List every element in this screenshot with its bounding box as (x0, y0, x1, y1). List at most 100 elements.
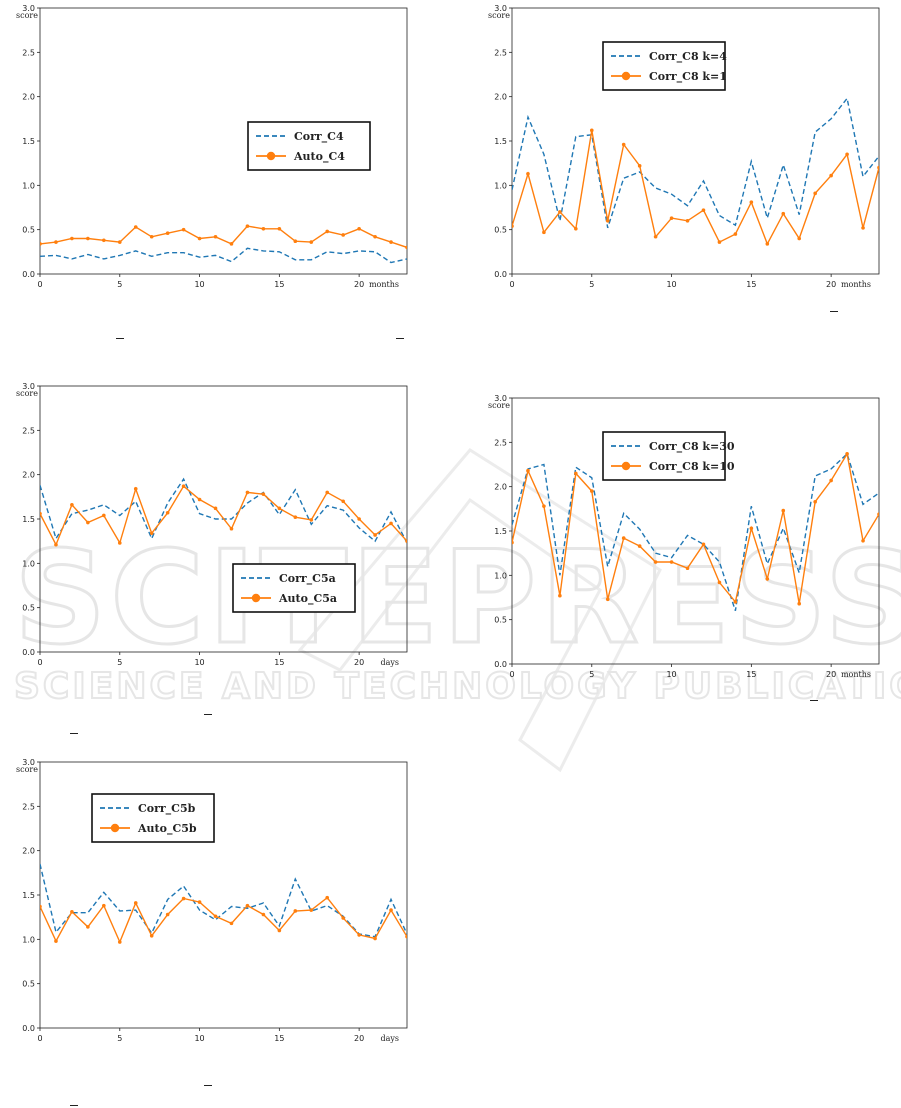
series-line-Corr_C8 k=30 (512, 452, 879, 612)
data-point (245, 490, 250, 495)
legend-label: Corr_C8 k=1 (649, 70, 727, 84)
legend: Corr_C5b Auto_C5b (91, 793, 215, 843)
data-point (102, 238, 106, 243)
caption-fragment (830, 311, 838, 312)
data-point (86, 236, 90, 241)
y-tick-label: 3.0 (22, 758, 35, 767)
data-point (512, 540, 514, 545)
data-point (261, 226, 266, 231)
data-point (117, 240, 122, 244)
data-point (293, 515, 298, 520)
x-tick-label: 0 (37, 1034, 42, 1043)
y-tick-label: 2.5 (22, 426, 35, 435)
x-tick-label: 20 (354, 280, 364, 289)
legend-marker (251, 593, 261, 603)
series-group (40, 224, 407, 264)
data-point (341, 233, 345, 237)
y-tick-label: 2.0 (494, 483, 507, 492)
x-tick-label: 5 (117, 658, 122, 667)
x-tick-label: 10 (194, 280, 204, 289)
x-axis-label: days (380, 1034, 399, 1043)
y-axis-label: score (16, 11, 38, 20)
data-point (621, 536, 626, 540)
data-point (54, 542, 58, 547)
chart-svg: 0.0 0.5 1.0 1.5 2.0 2.5 3.0 0 5 10 15 20 score days Co… (16, 758, 408, 1043)
x-tick-label: 15 (274, 280, 284, 289)
data-point (605, 597, 610, 602)
y-tick-label: 1.5 (22, 515, 35, 524)
data-point (373, 533, 377, 537)
y-axis-label: score (488, 401, 510, 410)
data-point (574, 471, 578, 476)
legend-label: Auto_C5b (137, 822, 197, 836)
x-tick-label: 10 (194, 1034, 204, 1043)
x-axis-label: months (841, 670, 871, 679)
legend-label: Corr_C4 (294, 130, 344, 144)
caption-fragment (204, 714, 212, 715)
series-group (40, 863, 407, 944)
data-point (341, 916, 345, 920)
y-tick-label: 1.0 (22, 181, 35, 190)
y-tick-label: 0.5 (22, 226, 35, 235)
data-point (293, 239, 298, 243)
data-point (229, 526, 234, 531)
chart-c8-k4-k1: 0.0 0.5 1.0 1.5 2.0 2.5 3.0 0 5 10 15 20 score months… (486, 4, 886, 294)
data-point (277, 928, 282, 933)
series-line-Corr_C8 k=10 (512, 451, 879, 604)
x-tick-label: 5 (589, 670, 594, 679)
y-tick-label: 1.5 (494, 137, 507, 146)
data-point (861, 538, 865, 543)
data-point (40, 511, 42, 516)
x-tick-label: 0 (509, 670, 514, 679)
x-tick-label: 20 (826, 280, 836, 289)
data-point (637, 544, 642, 548)
data-point (165, 912, 170, 917)
legend-marker (110, 823, 120, 833)
x-tick-label: 15 (274, 1034, 284, 1043)
data-point (733, 232, 738, 236)
x-tick-label: 15 (746, 280, 756, 289)
legend-box (602, 41, 726, 91)
caption-fragment (116, 338, 124, 339)
series-line-Corr_C5b (40, 863, 407, 938)
y-tick-label: 2.0 (22, 93, 35, 102)
x-tick-label: 15 (746, 670, 756, 679)
y-axis-label: score (16, 389, 38, 398)
x-axis-label: months (841, 280, 871, 289)
data-point (653, 560, 658, 564)
data-point (829, 173, 833, 178)
data-point (102, 513, 106, 518)
y-tick-label: 0.5 (22, 604, 35, 613)
legend-marker (621, 71, 631, 81)
data-point (669, 216, 674, 220)
data-point (86, 925, 90, 929)
legend: Corr_C8 k=4 Corr_C8 k=1 (602, 41, 727, 91)
data-point (229, 242, 234, 246)
data-point (149, 933, 154, 938)
data-point (405, 934, 407, 939)
y-tick-label: 0.0 (494, 660, 507, 669)
data-point (717, 240, 722, 244)
data-point (781, 211, 786, 216)
data-point (405, 245, 407, 250)
y-tick-label: 1.0 (494, 181, 507, 190)
y-axis-label: score (16, 765, 38, 774)
data-point (685, 219, 690, 223)
x-tick-label: 0 (37, 658, 42, 667)
x-tick-label: 0 (509, 280, 514, 289)
y-tick-label: 2.5 (22, 48, 35, 57)
chart-svg: 0.0 0.5 1.0 1.5 2.0 2.5 3.0 0 5 10 15 20 score months… (488, 4, 880, 289)
data-point (133, 901, 138, 905)
data-point (245, 224, 250, 228)
data-point (813, 191, 817, 196)
chart-c5b: 0.0 0.5 1.0 1.5 2.0 2.5 3.0 0 5 10 15 20 score days Co… (14, 758, 414, 1048)
y-tick-label: 3.0 (494, 394, 507, 403)
y-tick-label: 3.0 (22, 382, 35, 391)
chart-svg: 0.0 0.5 1.0 1.5 2.0 2.5 3.0 0 5 10 15 20 score months… (16, 4, 408, 289)
data-point (197, 900, 202, 904)
y-axis-label: score (488, 11, 510, 20)
data-point (845, 452, 849, 456)
y-tick-label: 0.5 (22, 980, 35, 989)
data-point (197, 497, 202, 502)
caption-fragment (70, 733, 78, 734)
